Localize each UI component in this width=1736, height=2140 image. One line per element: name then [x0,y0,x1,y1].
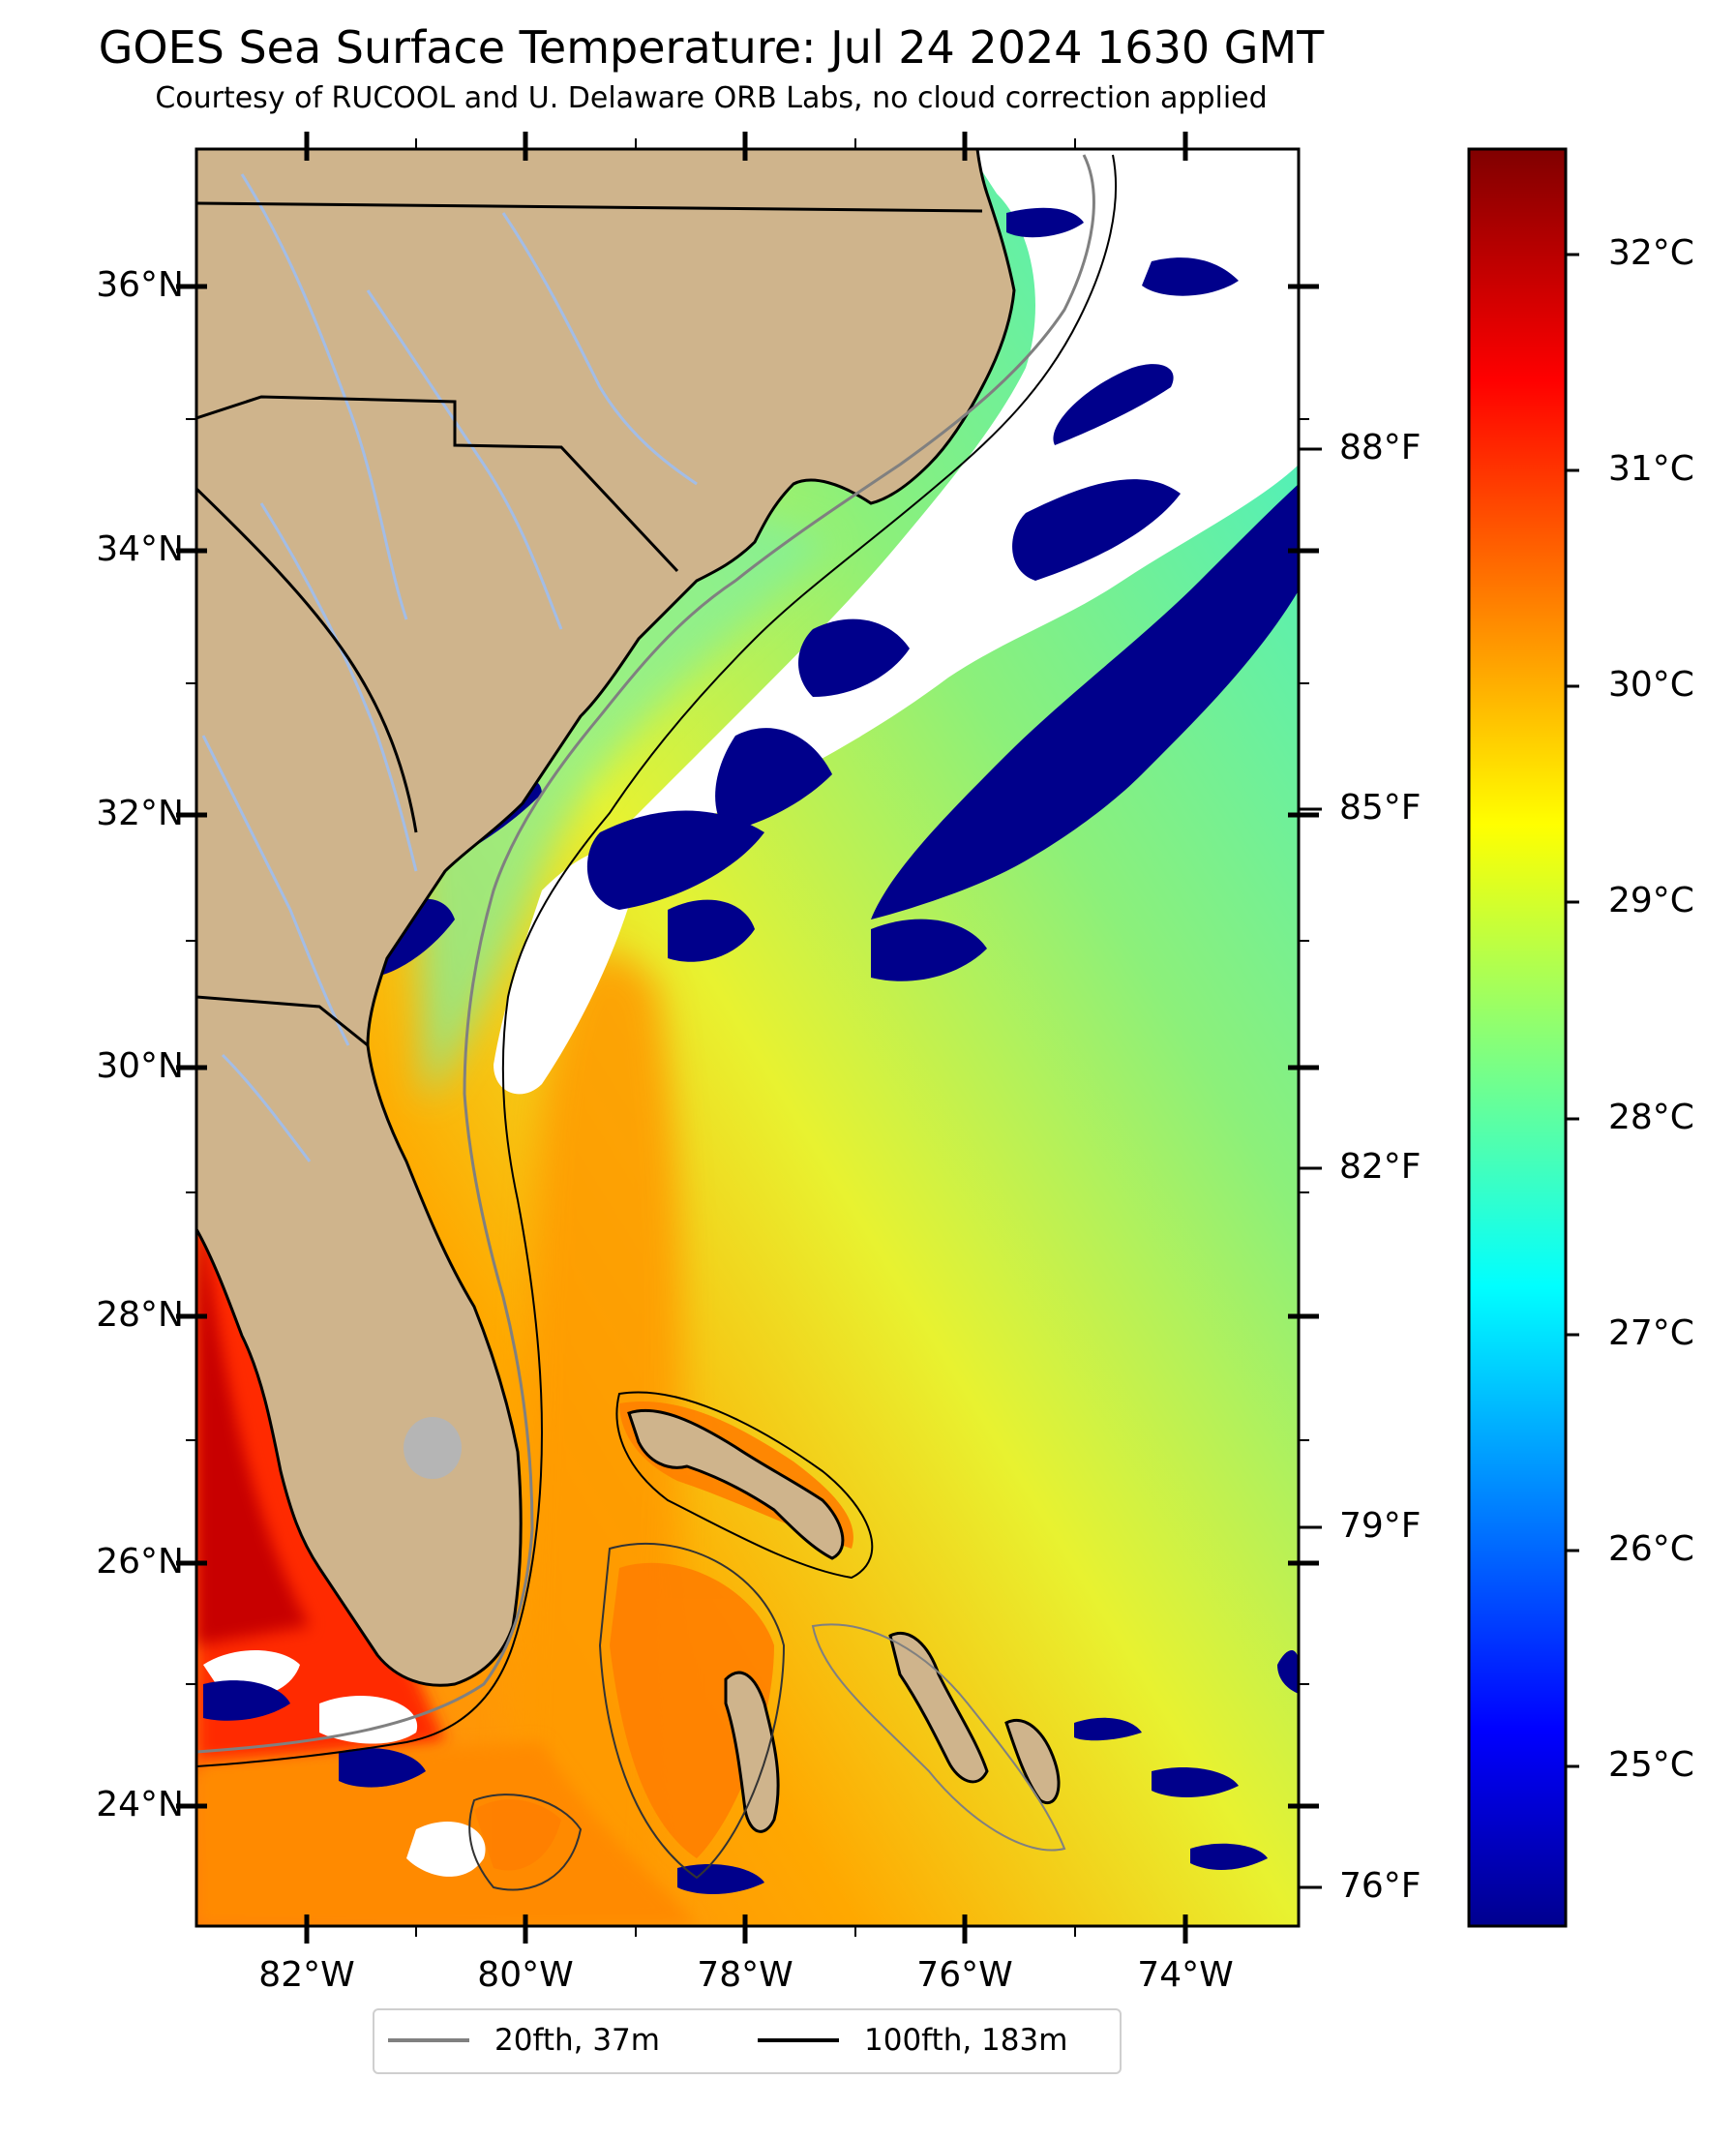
fahrenheit-tick-label: 85°F [1339,788,1422,828]
legend-label: 20fth, 37m [494,2023,660,2058]
lat-tick-label: 34°N [96,529,184,569]
colorbar-tick-label: 31°C [1608,449,1694,489]
colorbar-tick-label: 26°C [1608,1529,1694,1569]
fahrenheit-tick-label: 76°F [1339,1866,1422,1906]
lake-okeechobee [404,1417,462,1479]
lat-tick-label: 28°N [96,1295,184,1335]
lat-tick-label: 26°N [96,1542,184,1582]
legend-item-20fth: 20fth, 37m [388,2023,660,2058]
lon-tick-label: 76°W [916,1955,1013,1995]
fahrenheit-tick-label: 82°F [1339,1147,1422,1187]
bahamas-islands [627,1408,1061,1833]
isobath-20fth [196,154,1095,1754]
land-mass [196,149,1016,1687]
legend-swatch-black [758,2038,839,2042]
fahrenheit-tick-label: 79°F [1339,1506,1422,1546]
colorbar-tick-label: 27°C [1608,1313,1694,1353]
state-borders [196,201,983,1047]
colorbar-tick-label: 25°C [1608,1745,1694,1785]
map-title: GOES Sea Surface Temperature: Jul 24 202… [98,21,1325,74]
colorbar-tick-label: 30°C [1608,665,1694,705]
colorbar-tick-label: 32°C [1608,233,1694,273]
lat-tick-label: 36°N [96,265,184,305]
fahrenheit-tick-label: 88°F [1339,428,1422,467]
lon-tick-label: 80°W [477,1955,574,1995]
rivers [201,173,698,1162]
legend-label: 100fth, 183m [864,2023,1068,2058]
map-subtitle: Courtesy of RUCOOL and U. Delaware ORB L… [155,81,1268,115]
lon-tick-label: 74°W [1137,1955,1234,1995]
isobath-100fth [196,154,1118,1767]
lat-tick-label: 24°N [96,1785,184,1824]
fahrenheit-ticks [1299,447,1322,1889]
colorbar-tick-label: 29°C [1608,881,1694,920]
lat-tick-label: 32°N [96,794,184,833]
lat-tick-label: 30°N [96,1046,184,1086]
legend-swatch-gray [388,2038,469,2042]
legend-item-100fth: 100fth, 183m [758,2023,1067,2058]
lon-tick-label: 78°W [697,1955,793,1995]
colorbar-ticks [1566,253,1579,1768]
map-area [196,149,1299,1926]
gulf-hottest-water [196,1191,310,1645]
minor-ticks [186,138,1309,1937]
colorbar [1467,147,1568,1928]
major-ticks [176,132,1319,1944]
bahamas-isobaths [468,1391,1066,1891]
lon-tick-label: 82°W [258,1955,355,1995]
isobath-legend: 20fth, 37m 100fth, 183m [373,2008,1122,2074]
colorbar-tick-label: 28°C [1608,1098,1694,1137]
cloud-mask [203,149,1299,1877]
